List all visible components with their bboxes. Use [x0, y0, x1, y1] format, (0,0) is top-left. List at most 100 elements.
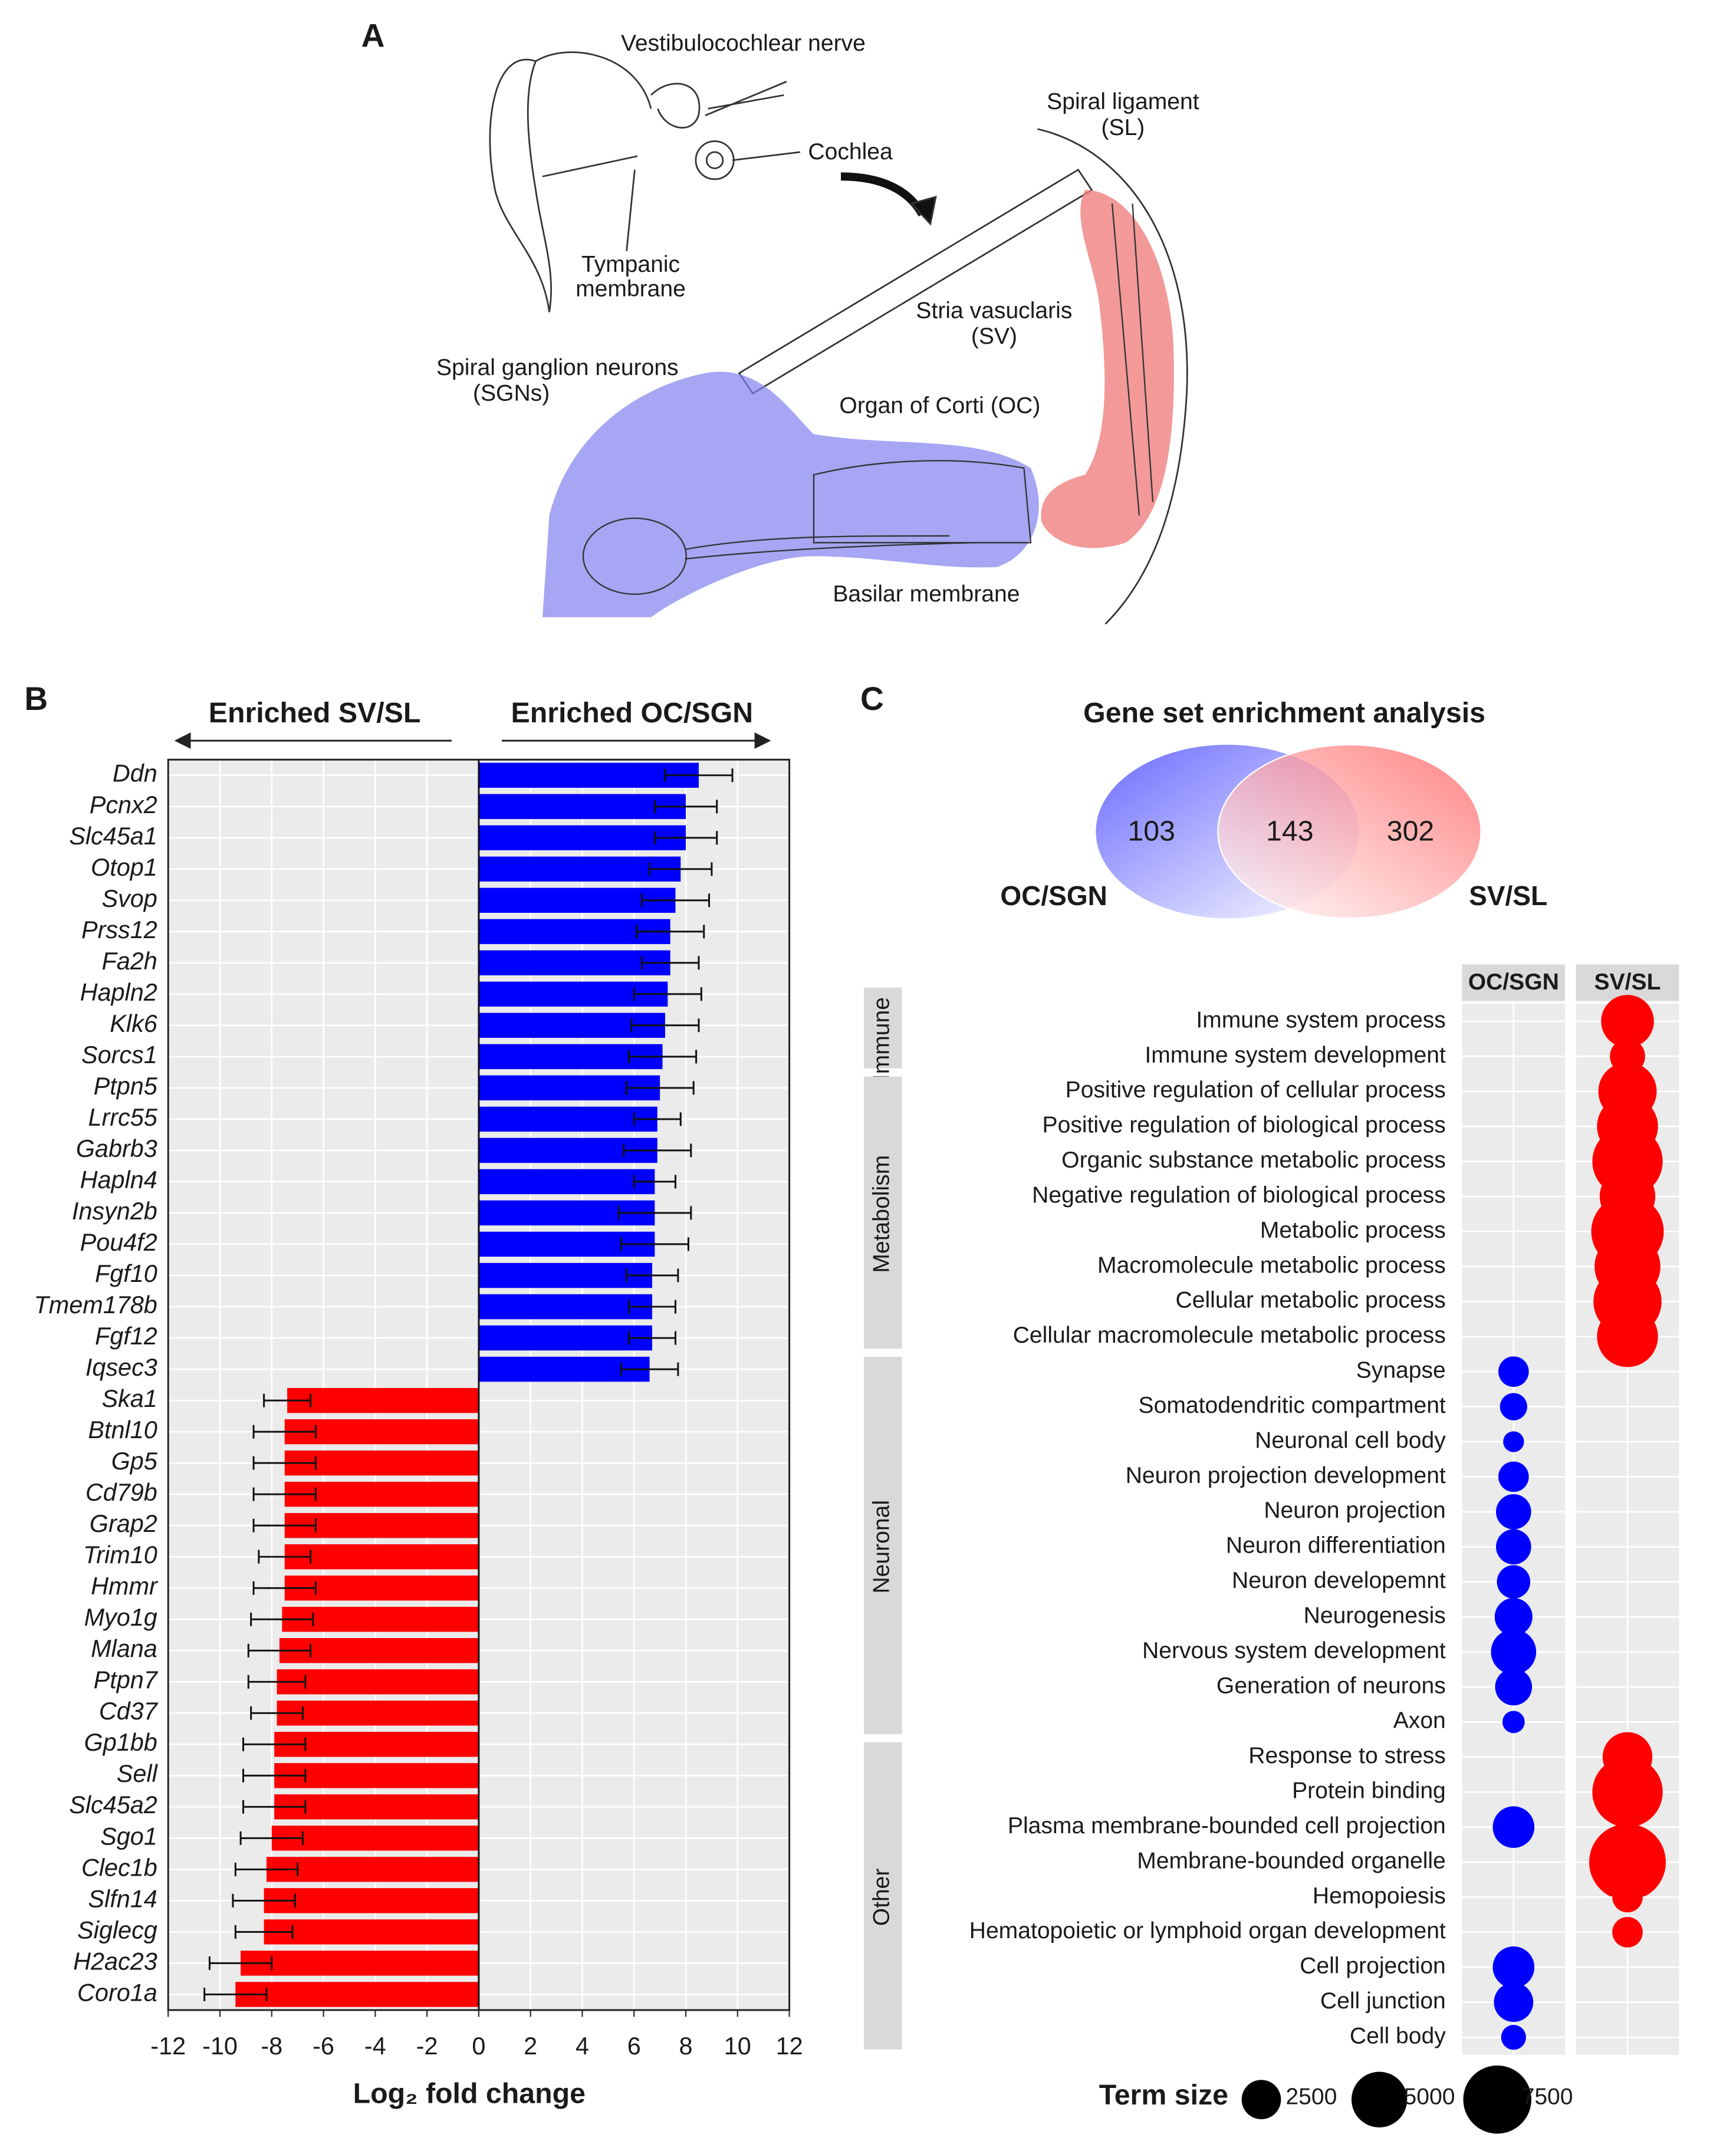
bar: [264, 1919, 479, 1945]
stria-lines: [1111, 203, 1154, 516]
zoom-arrow: [840, 172, 926, 217]
dot: [1492, 1946, 1535, 1988]
dot: [1498, 1356, 1529, 1387]
panel-label: A: [361, 17, 385, 54]
dot: [1491, 1629, 1537, 1675]
term-label: Neuron projection: [1264, 1498, 1445, 1523]
organ-of-corti: [813, 460, 1032, 544]
error-bar: [234, 1925, 294, 1939]
bar: [287, 1387, 479, 1413]
bar: [478, 856, 681, 882]
error-bar: [250, 1706, 304, 1720]
dot: [1612, 1882, 1643, 1913]
group-label: Metabolism: [869, 1155, 895, 1273]
y-tick-label: Hapln2: [80, 979, 157, 1006]
group-strip: [864, 987, 902, 1068]
term-label: Axon: [1393, 1708, 1446, 1734]
label-line: (SV): [971, 324, 1017, 349]
bar: [274, 1732, 479, 1757]
legend-label: 5000: [1404, 2084, 1455, 2110]
y-tick-label: Lrrc55: [88, 1104, 157, 1131]
diagram-label: Stria vasuclaris (SV): [916, 298, 1072, 350]
term-label: Hemopoiesis: [1313, 1883, 1446, 1909]
y-tick-label: Fgf10: [95, 1260, 157, 1287]
bar: [235, 1982, 479, 2007]
y-tick-label: Klk6: [110, 1010, 157, 1037]
x-tick-label: -4: [364, 2033, 386, 2060]
legend-dot: [1463, 2065, 1531, 2134]
cell-details: [582, 203, 1154, 595]
y-tick-label: Hapln4: [80, 1166, 157, 1193]
oc-sgn-region: [542, 371, 1039, 617]
y-tick-label: Pou4f2: [80, 1229, 157, 1256]
y-tick-label: Ptpn5: [94, 1073, 158, 1100]
charts: -12 -10 -8 -6 -4 -2 0 2 4 6 8 10 12 Ddn Pcnx2 Slc45a1 Ot…: [34, 697, 1679, 2134]
error-bar: [653, 800, 718, 814]
error-bar: [633, 987, 702, 1001]
bar: [478, 825, 686, 851]
error-bar: [250, 1612, 314, 1626]
label-line: Stria vasuclaris: [916, 298, 1072, 324]
dot: [1497, 1565, 1531, 1599]
dot: [1494, 1982, 1534, 2023]
bar: [271, 1826, 479, 1851]
label-line: (SGNs): [473, 381, 550, 406]
dot: [1601, 995, 1654, 1048]
dot: [1592, 1757, 1663, 1827]
bar: [277, 1701, 479, 1726]
x-tick-label: 8: [679, 2033, 693, 2060]
y-tick-label: Ska1: [101, 1385, 157, 1412]
x-tick-label: -8: [261, 2033, 282, 2060]
y-tick-label: Coro1a: [77, 1979, 157, 2006]
error-bar: [208, 1956, 273, 1970]
error-bar: [627, 1331, 676, 1345]
term-label: Positive regulation of biological proces…: [1043, 1113, 1446, 1138]
bar: [274, 1763, 479, 1788]
bar: [284, 1419, 479, 1445]
panel-label: B: [24, 680, 48, 717]
term-label: Immune system development: [1145, 1043, 1446, 1068]
dot: [1503, 1431, 1524, 1452]
group-label: Other: [869, 1869, 895, 1926]
venn-title: Gene set enrichment analysis: [1083, 697, 1485, 729]
y-tick-label: Pcnx2: [90, 791, 157, 818]
x-tick-label: -10: [202, 2033, 238, 2060]
y-tick-label: Grap2: [90, 1510, 157, 1537]
bar: [279, 1638, 479, 1663]
term-label: Cell projection: [1300, 1954, 1446, 1979]
bar: [277, 1669, 479, 1695]
y-tick-label: Tmem178b: [34, 1291, 157, 1318]
y-tick-label: Otop1: [91, 854, 157, 881]
term-label: Synapse: [1356, 1358, 1446, 1383]
error-bar: [653, 831, 718, 845]
legend-title: Term size: [1099, 2079, 1228, 2111]
error-bar: [633, 1112, 682, 1126]
venn-count: 103: [1127, 815, 1175, 847]
y-tick-label: Siglecg: [77, 1916, 157, 1943]
dot: [1500, 1393, 1527, 1420]
label-line: Spiral ganglion neurons: [436, 355, 679, 380]
cochlear-wall: [1037, 128, 1188, 625]
term-label: Metabolic process: [1260, 1218, 1446, 1243]
zoom-arrow-head: [910, 195, 937, 226]
diagram-label: Spiral ganglion neurons (SGNs): [436, 355, 679, 406]
y-tick-label: Sell: [117, 1760, 159, 1787]
group-strip: [864, 1742, 902, 2050]
y-tick-label: Sgo1: [100, 1823, 157, 1850]
error-bar: [247, 1643, 312, 1658]
diagram-label: Cochlea: [808, 140, 893, 165]
error-bar: [633, 1175, 676, 1189]
dot: [1495, 1529, 1531, 1565]
error-bar: [247, 1675, 307, 1689]
term-label: Neuron developemnt: [1232, 1568, 1446, 1593]
y-tick-label: Insyn2b: [72, 1198, 157, 1225]
dot: [1495, 1668, 1533, 1706]
cochlea-icon: [695, 140, 735, 180]
diagram-label: Organ of Corti (OC): [839, 393, 1040, 419]
error-bar: [620, 1362, 679, 1376]
semicircular-canal: [650, 83, 701, 129]
error-bar: [640, 956, 700, 970]
term-label: Cellular macromolecule metabolic process: [1013, 1323, 1446, 1348]
bar: [266, 1857, 479, 1882]
